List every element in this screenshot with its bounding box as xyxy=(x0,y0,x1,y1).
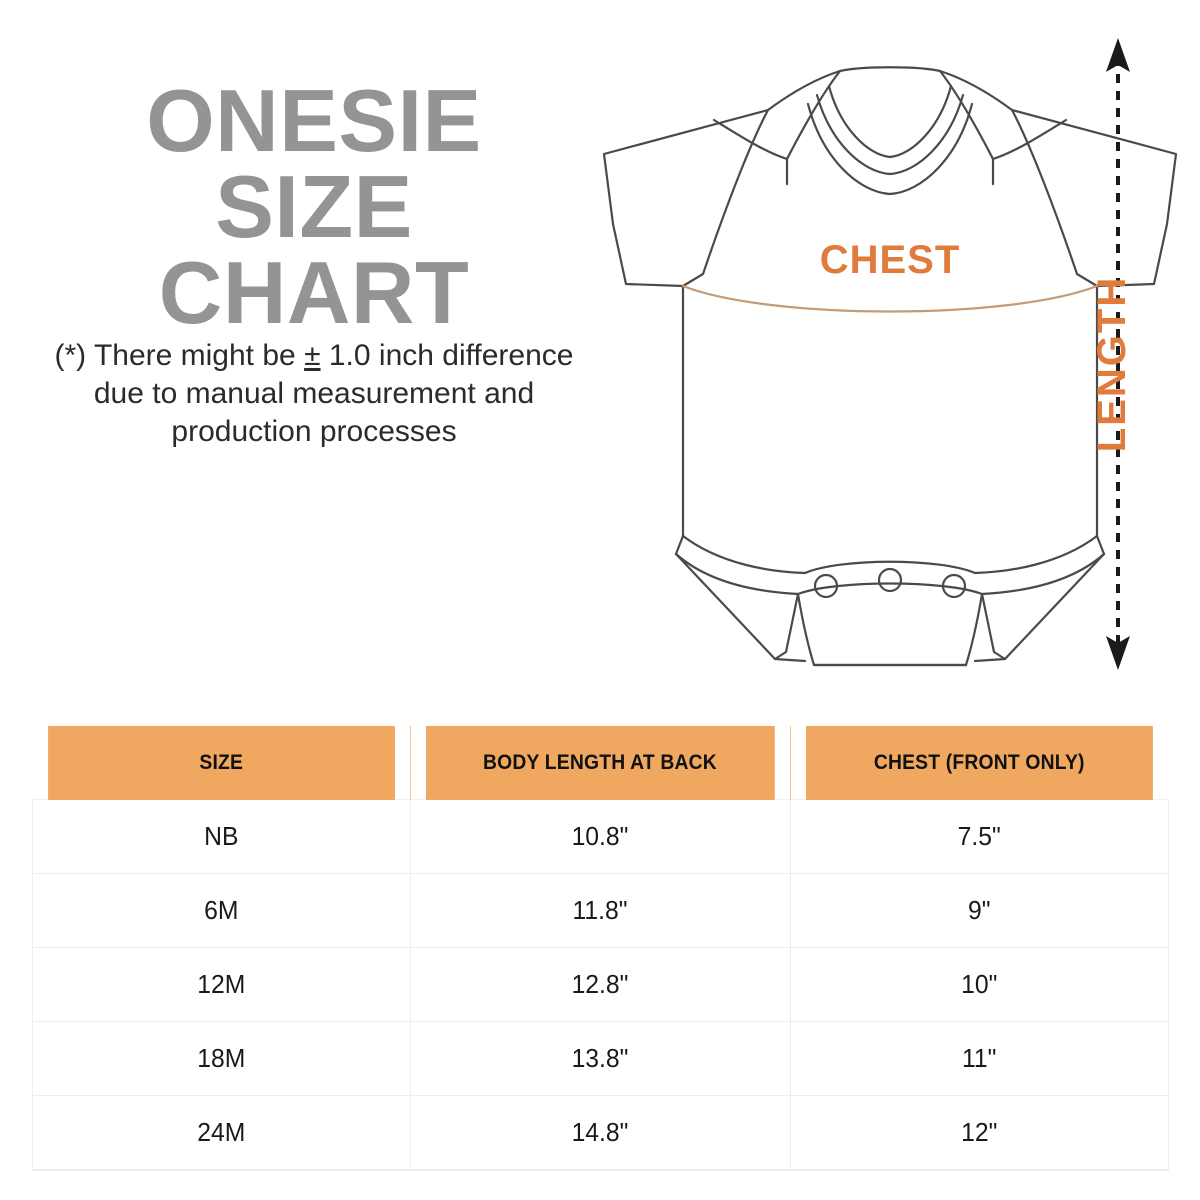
left-raglan-seam-inner xyxy=(712,118,789,161)
crotch-panel-outline xyxy=(796,592,984,667)
snap-button-center xyxy=(877,567,903,593)
table-row: 6M 11.8" 9" xyxy=(33,873,1168,948)
cell-chest: 7.5" xyxy=(957,821,1001,851)
cell-size: 24M xyxy=(42,1095,402,1170)
column-header-chest: CHEST (FRONT ONLY) xyxy=(805,726,1153,800)
onesie-illustration: CHEST LENGTH xyxy=(590,24,1190,684)
cell-chest: 12" xyxy=(799,1095,1159,1170)
collar-arc-outer xyxy=(827,84,953,159)
right-shoulder-top xyxy=(938,69,1014,112)
snap-flap-top-edge xyxy=(803,560,977,575)
cell-size: 6M xyxy=(42,873,402,948)
cell-size: NB xyxy=(42,800,402,874)
right-sleeve-inner-seam xyxy=(1010,108,1099,288)
table-header-row: SIZE BODY LENGTH AT BACK CHEST (FRONT ON… xyxy=(33,726,1168,800)
collar-arc-inner xyxy=(806,102,974,196)
cell-chest: 9" xyxy=(799,873,1159,948)
column-header-size: SIZE xyxy=(48,726,396,800)
left-shoulder-top xyxy=(766,69,842,112)
left-hip-band-bottom xyxy=(674,552,800,596)
table-body: NB 10.8" 7.5" 6M 11.8" 9" 12M 12.8" 10" … xyxy=(33,800,1168,1170)
disclaimer-prefix: (*) There might be xyxy=(54,338,305,372)
table-row: 18M 13.8" 11" xyxy=(33,1021,1168,1096)
cell-body-length: 14.8" xyxy=(419,1095,781,1170)
left-leg-opening-inner xyxy=(773,592,800,661)
right-raglan-seam-inner xyxy=(991,118,1068,161)
collar-arc-middle xyxy=(815,93,965,176)
measurement-disclaimer: (*) There might be ± 1.0 inch difference… xyxy=(36,337,592,452)
onesie-diagram-svg xyxy=(602,38,1178,670)
left-sleeve-inner-seam xyxy=(681,108,770,288)
snap-flap-bottom-edge xyxy=(796,582,984,596)
cell-body-length: 12.8" xyxy=(419,947,781,1022)
page-title-line-1: ONESIE xyxy=(146,71,482,170)
page-title-line-3: CHART xyxy=(158,243,470,343)
table-header: SIZE BODY LENGTH AT BACK CHEST (FRONT ON… xyxy=(33,726,1168,800)
headline-panel: ONESIE SIZE CHART (*) There might be ± 1… xyxy=(36,71,592,452)
length-measure-label: LENGTH xyxy=(1090,275,1134,453)
right-raglan-seam-outer xyxy=(938,69,995,161)
neckline-top-edge xyxy=(838,66,942,73)
left-hip-band-top xyxy=(681,534,807,575)
size-chart-table: SIZE BODY LENGTH AT BACK CHEST (FRONT ON… xyxy=(33,726,1168,1170)
table-row: 24M 14.8" 12" xyxy=(33,1095,1168,1170)
disclaimer-suffix: 1.0 inch difference due to manual measur… xyxy=(93,338,574,449)
table-row: 12M 12.8" 10" xyxy=(33,947,1168,1022)
right-sleeve-outline xyxy=(1010,108,1178,288)
snap-button-left xyxy=(813,573,839,599)
length-arrow-head-bottom xyxy=(1106,636,1130,670)
plus-minus-symbol: ± xyxy=(304,338,321,372)
right-leg-opening-outer xyxy=(973,552,1106,663)
right-hip-band-edge xyxy=(1095,534,1106,556)
cell-size: 12M xyxy=(42,947,402,1022)
snap-button-right xyxy=(941,573,967,599)
cell-chest: 11" xyxy=(799,1021,1159,1096)
left-hip-band-edge xyxy=(674,534,685,556)
right-leg-opening-inner xyxy=(980,592,1007,661)
cell-chest: 10" xyxy=(799,947,1159,1022)
length-arrow-head-top xyxy=(1106,38,1130,72)
column-header-body-length: BODY LENGTH AT BACK xyxy=(425,726,776,800)
cell-body-length: 13.8" xyxy=(419,1021,781,1096)
left-leg-opening-outer xyxy=(674,552,807,663)
chest-measure-curve xyxy=(681,284,1099,313)
right-hip-band-bottom xyxy=(980,552,1106,596)
cell-body-length: 10.8" xyxy=(419,800,781,874)
page-title: ONESIE SIZE CHART xyxy=(36,71,592,343)
left-raglan-seam-outer xyxy=(785,69,842,161)
left-sleeve-outline xyxy=(602,108,770,288)
page-title-line-2: SIZE xyxy=(215,157,413,257)
length-measure-arrow xyxy=(1106,38,1130,670)
cell-body-length: 11.8" xyxy=(419,873,781,948)
right-hip-band-top xyxy=(973,534,1099,575)
table-row: NB 10.8" 7.5" xyxy=(33,800,1168,874)
chest-measure-label: CHEST xyxy=(819,238,961,282)
cell-size: 18M xyxy=(42,1021,402,1096)
